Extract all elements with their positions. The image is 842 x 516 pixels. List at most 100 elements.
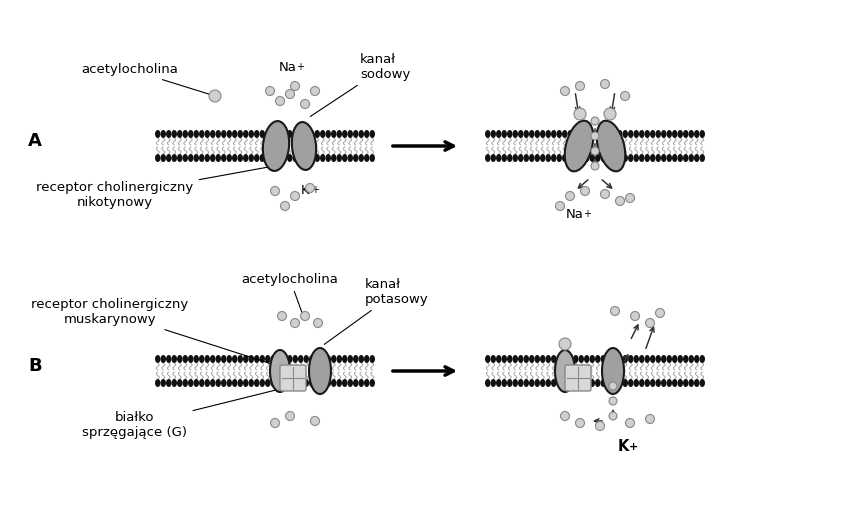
Ellipse shape	[589, 130, 595, 138]
Ellipse shape	[276, 379, 281, 387]
Ellipse shape	[188, 379, 194, 387]
Ellipse shape	[270, 154, 276, 162]
Ellipse shape	[188, 355, 194, 363]
Ellipse shape	[622, 355, 628, 363]
Ellipse shape	[353, 154, 359, 162]
Ellipse shape	[331, 379, 337, 387]
Ellipse shape	[661, 154, 667, 162]
Circle shape	[616, 197, 625, 205]
Ellipse shape	[263, 121, 289, 171]
Text: receptor cholinergiczny
muskarynowy: receptor cholinergiczny muskarynowy	[31, 298, 275, 365]
Ellipse shape	[485, 154, 491, 162]
Text: K: K	[617, 439, 629, 454]
Ellipse shape	[292, 355, 298, 363]
Ellipse shape	[342, 355, 348, 363]
Circle shape	[301, 312, 310, 320]
Ellipse shape	[633, 130, 639, 138]
Ellipse shape	[237, 355, 243, 363]
Circle shape	[561, 87, 569, 95]
Ellipse shape	[578, 154, 584, 162]
Ellipse shape	[628, 130, 633, 138]
Ellipse shape	[578, 130, 584, 138]
Ellipse shape	[600, 379, 606, 387]
Ellipse shape	[287, 379, 292, 387]
Ellipse shape	[309, 130, 315, 138]
Ellipse shape	[370, 130, 375, 138]
Ellipse shape	[540, 154, 546, 162]
Ellipse shape	[589, 154, 595, 162]
Ellipse shape	[237, 154, 243, 162]
Ellipse shape	[595, 379, 600, 387]
Ellipse shape	[276, 130, 281, 138]
Ellipse shape	[161, 130, 166, 138]
Ellipse shape	[485, 379, 491, 387]
Circle shape	[595, 422, 605, 430]
Ellipse shape	[309, 348, 331, 394]
Ellipse shape	[628, 379, 633, 387]
Ellipse shape	[606, 355, 611, 363]
Ellipse shape	[689, 379, 694, 387]
Ellipse shape	[194, 130, 199, 138]
Circle shape	[556, 202, 564, 211]
Ellipse shape	[568, 154, 573, 162]
Circle shape	[566, 191, 574, 201]
Ellipse shape	[172, 379, 177, 387]
Circle shape	[646, 414, 654, 424]
Ellipse shape	[656, 355, 661, 363]
Ellipse shape	[194, 379, 199, 387]
Ellipse shape	[565, 121, 594, 171]
Ellipse shape	[226, 130, 232, 138]
Ellipse shape	[606, 130, 611, 138]
Ellipse shape	[337, 154, 342, 162]
Ellipse shape	[292, 379, 298, 387]
Ellipse shape	[502, 379, 507, 387]
Ellipse shape	[661, 130, 667, 138]
Ellipse shape	[210, 154, 216, 162]
Ellipse shape	[254, 379, 259, 387]
Ellipse shape	[248, 154, 254, 162]
Ellipse shape	[639, 355, 644, 363]
Ellipse shape	[237, 379, 243, 387]
Ellipse shape	[633, 154, 639, 162]
Ellipse shape	[292, 130, 298, 138]
Ellipse shape	[348, 355, 353, 363]
Ellipse shape	[518, 130, 524, 138]
Ellipse shape	[568, 379, 573, 387]
Ellipse shape	[540, 355, 546, 363]
Ellipse shape	[359, 130, 364, 138]
Ellipse shape	[232, 154, 237, 162]
Ellipse shape	[254, 355, 259, 363]
Ellipse shape	[600, 355, 606, 363]
Circle shape	[561, 411, 569, 421]
Ellipse shape	[639, 130, 644, 138]
Ellipse shape	[281, 130, 287, 138]
Ellipse shape	[226, 355, 232, 363]
Ellipse shape	[644, 130, 650, 138]
Ellipse shape	[540, 379, 546, 387]
Ellipse shape	[667, 355, 672, 363]
Ellipse shape	[303, 355, 309, 363]
Ellipse shape	[639, 154, 644, 162]
Ellipse shape	[689, 130, 694, 138]
Ellipse shape	[644, 379, 650, 387]
FancyBboxPatch shape	[280, 365, 306, 391]
Ellipse shape	[568, 355, 573, 363]
Circle shape	[290, 82, 300, 90]
Ellipse shape	[303, 130, 309, 138]
Ellipse shape	[188, 154, 194, 162]
Ellipse shape	[507, 379, 513, 387]
Ellipse shape	[611, 154, 617, 162]
Ellipse shape	[166, 130, 172, 138]
Ellipse shape	[573, 379, 578, 387]
Text: B: B	[28, 357, 41, 375]
Ellipse shape	[622, 379, 628, 387]
Ellipse shape	[353, 355, 359, 363]
Ellipse shape	[221, 379, 226, 387]
Ellipse shape	[320, 379, 326, 387]
Ellipse shape	[562, 355, 568, 363]
Ellipse shape	[644, 355, 650, 363]
Ellipse shape	[248, 130, 254, 138]
Ellipse shape	[555, 350, 575, 392]
Ellipse shape	[364, 130, 370, 138]
Ellipse shape	[496, 130, 502, 138]
